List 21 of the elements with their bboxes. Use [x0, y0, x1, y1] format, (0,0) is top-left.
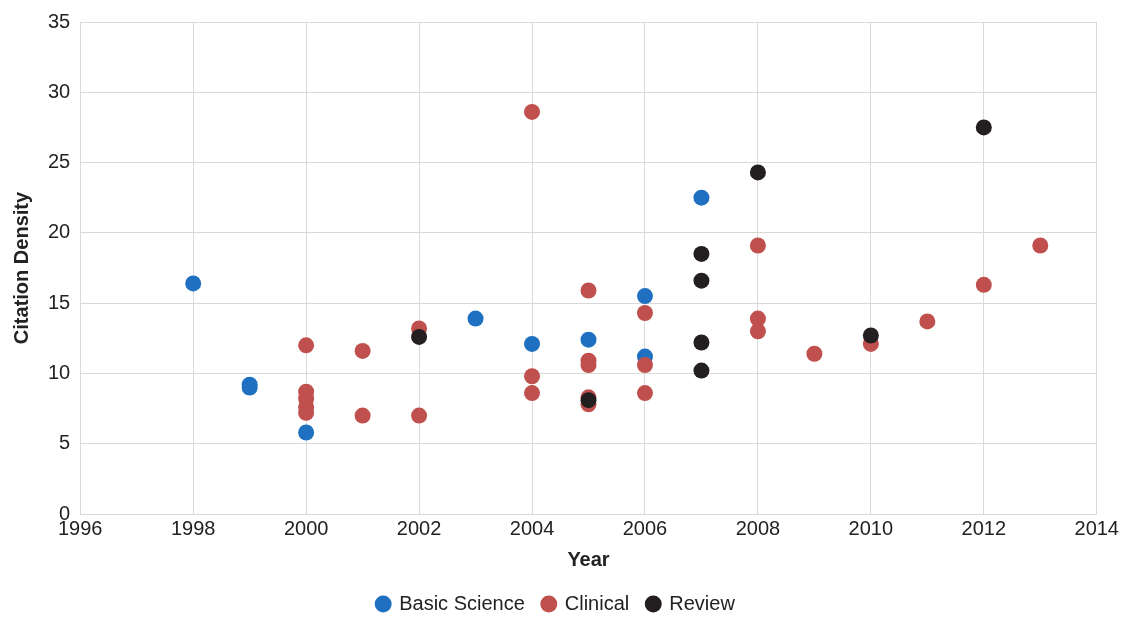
x-tick-label: 2012: [961, 516, 1007, 539]
legend-label: Clinical: [564, 591, 630, 614]
y-tick-label: 25: [48, 150, 71, 173]
x-tick-label: 2014: [1074, 516, 1119, 539]
x-tick-label: 1998: [170, 516, 216, 539]
x-tick-label: 2000: [283, 516, 329, 539]
y-tick-label: 5: [59, 431, 71, 454]
y-tick-label: 30: [48, 79, 71, 102]
x-tick-label: 2002: [396, 516, 442, 539]
y-tick-label: 15: [48, 290, 71, 313]
y-axis-title: Citation Density: [9, 191, 32, 345]
legend-label: Review: [669, 591, 736, 614]
y-tick-label: 10: [48, 360, 71, 383]
y-tick-label: 35: [48, 9, 71, 32]
legend-label: Basic Science: [399, 591, 525, 614]
x-tick-label: 2010: [848, 516, 894, 539]
x-axis-title: Year: [567, 547, 610, 570]
x-tick-label: 2006: [622, 516, 668, 539]
x-tick-label: 2008: [735, 516, 781, 539]
x-tick-label: 2004: [509, 516, 555, 539]
y-tick-label: 20: [48, 220, 71, 243]
